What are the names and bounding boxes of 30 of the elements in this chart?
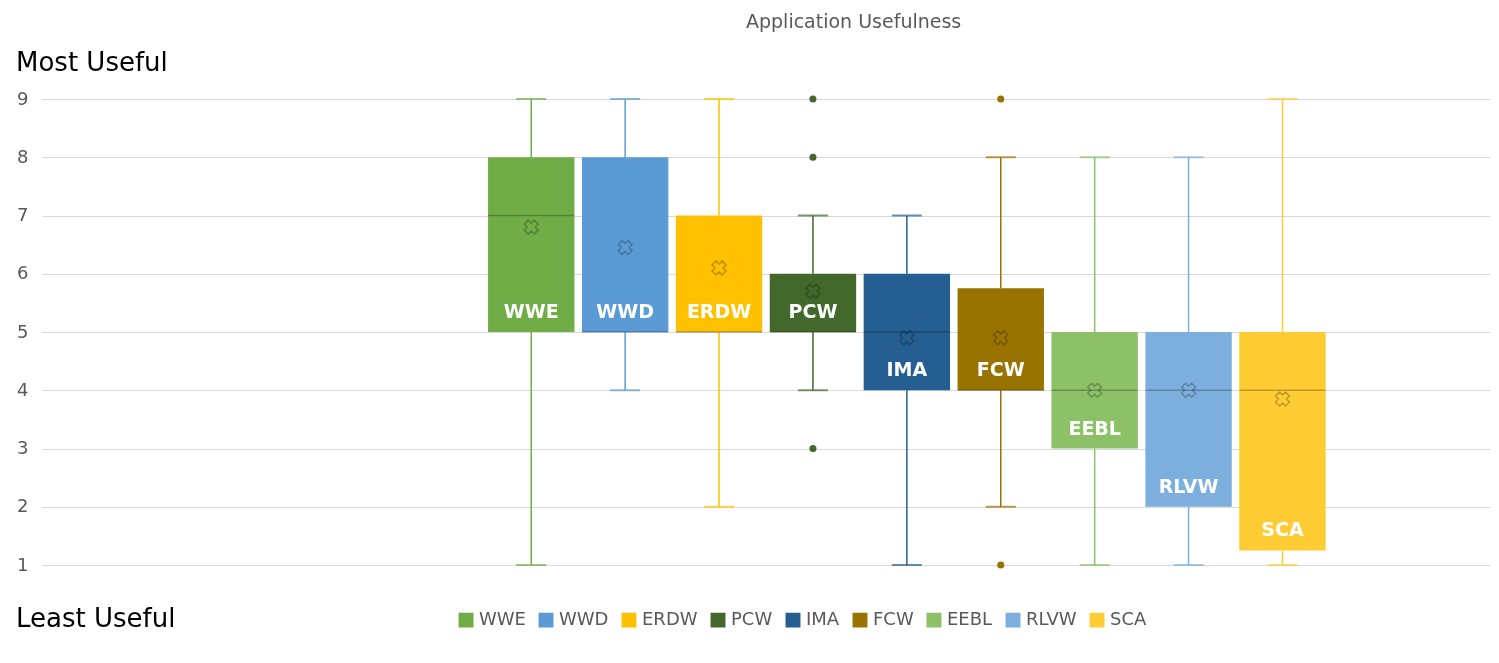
text: RLVW [1158, 474, 1219, 497]
legend-label: SCA [1110, 608, 1147, 630]
y-tick-label: 4 [17, 378, 29, 400]
text: SCA [1261, 518, 1304, 541]
y-tick-label: 8 [17, 145, 29, 167]
text: PCW [788, 300, 838, 322]
y-tick-label: 3 [17, 437, 29, 458]
text: IMA [886, 358, 928, 381]
chart-title: Application Usefulness [746, 10, 962, 32]
legend-label: IMA [806, 608, 840, 630]
legend-label: WWD [559, 608, 609, 630]
text: WWD [596, 300, 654, 322]
y-tick-label: 5 [17, 320, 29, 342]
y-tick-label: 6 [17, 262, 29, 284]
legend-label: RLVW [1026, 608, 1077, 630]
text: WWE [503, 300, 559, 322]
y-tick-label: 2 [17, 495, 29, 517]
y-tick-label: 9 [17, 87, 29, 109]
text: FCW [976, 358, 1025, 381]
legend-label: ERDW [642, 608, 698, 630]
legend-label: EEBL [947, 608, 993, 630]
text: Most Useful [16, 47, 168, 77]
legend-label: PCW [731, 608, 773, 630]
y-tick-label: 7 [17, 204, 29, 225]
text: Least Useful [16, 603, 176, 633]
y-tick-label: 1 [17, 553, 29, 575]
legend-label: WWE [479, 608, 526, 630]
legend-label: FCW [873, 608, 914, 630]
text: ERDW [686, 300, 752, 322]
text: EEBL [1068, 416, 1121, 439]
